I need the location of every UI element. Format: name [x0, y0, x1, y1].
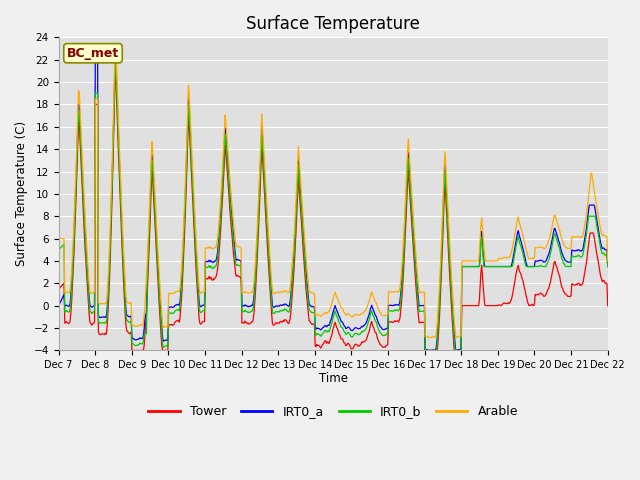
Line: IRT0_a: IRT0_a	[59, 48, 608, 350]
Tower	[55, 286, 63, 292]
X-axis label: Time: Time	[319, 372, 348, 384]
IRT0_a	[55, 303, 63, 309]
IRT0_b	[401, 236, 408, 242]
Arable	[604, 258, 612, 264]
IRT0_a	[178, 278, 186, 284]
Tower	[401, 230, 409, 236]
Tower	[417, 320, 425, 325]
Legend: Tower, IRT0_a, IRT0_b, Arable: Tower, IRT0_a, IRT0_b, Arable	[143, 400, 523, 423]
IRT0_a	[207, 258, 214, 264]
Tower	[604, 303, 612, 309]
IRT0_b	[111, 60, 119, 65]
Arable	[111, 41, 119, 47]
IRT0_a	[424, 348, 432, 353]
IRT0_a	[65, 303, 72, 309]
Tower	[122, 322, 130, 327]
Arable	[426, 335, 434, 341]
IRT0_b	[417, 308, 424, 314]
IRT0_a	[417, 303, 424, 309]
Tower	[179, 281, 186, 287]
IRT0_b	[122, 311, 130, 316]
Arable	[55, 236, 63, 241]
Y-axis label: Surface Temperature (C): Surface Temperature (C)	[15, 121, 28, 266]
IRT0_b	[178, 284, 186, 289]
IRT0_b	[207, 263, 214, 269]
IRT0_a	[604, 264, 612, 269]
IRT0_a	[401, 230, 408, 236]
Arable	[207, 244, 214, 250]
IRT0_a	[122, 306, 130, 312]
IRT0_b	[421, 348, 429, 353]
Arable	[65, 290, 72, 296]
Arable	[417, 289, 424, 295]
Arable	[178, 265, 186, 271]
Arable	[401, 217, 408, 223]
Line: Tower: Tower	[59, 73, 608, 350]
IRT0_a	[92, 46, 99, 51]
Arable	[122, 292, 130, 298]
Tower	[65, 321, 72, 326]
Tower	[111, 70, 119, 76]
Line: Arable: Arable	[59, 44, 608, 338]
Line: IRT0_b: IRT0_b	[59, 62, 608, 350]
IRT0_b	[604, 264, 612, 269]
Title: Surface Temperature: Surface Temperature	[246, 15, 420, 33]
IRT0_b	[55, 247, 63, 252]
Tower	[128, 348, 136, 353]
Tower	[207, 276, 215, 281]
Text: BC_met: BC_met	[67, 47, 119, 60]
IRT0_b	[65, 309, 72, 315]
